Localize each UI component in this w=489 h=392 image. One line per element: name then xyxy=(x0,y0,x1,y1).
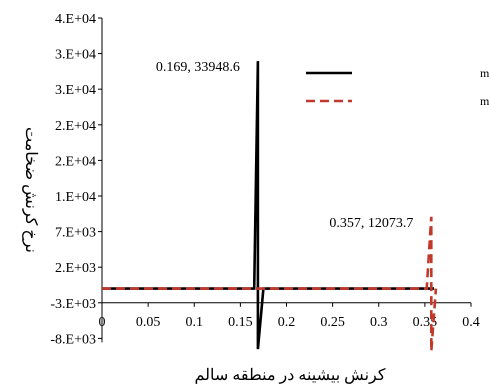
x-tick-label: 0.2 xyxy=(278,315,296,330)
data-label: 0.169, 33948.6 xyxy=(156,60,240,75)
y-tick-label: 2.E+04 xyxy=(55,119,96,134)
y-tick-label: 2.E+04 xyxy=(55,154,96,169)
x-tick-label: 0.15 xyxy=(228,315,253,330)
y-tick-label: 2.E+03 xyxy=(55,261,96,276)
legend-label: مسیر کرنش ۲۰۰×۲۰۰ mm xyxy=(480,94,489,108)
x-tick-label: 0 xyxy=(99,315,106,330)
y-tick-label: 3.E+04 xyxy=(55,83,96,98)
x-tick-label: 0.25 xyxy=(320,315,345,330)
legend-label: مسیر کرنش ۱۷۵×۲۰۰ mm xyxy=(480,66,489,80)
y-tick-label: 7.E+03 xyxy=(55,226,96,241)
y-tick-label: 1.E+04 xyxy=(55,190,96,205)
x-axis-title: کرنش بیشینه در منطقه سالم xyxy=(195,367,386,384)
data-label: 0.357, 12073.7 xyxy=(329,216,413,231)
y-tick-label: -3.E+03 xyxy=(50,297,96,312)
y-axis-title: نرخ کرنش ضخامت xyxy=(22,127,39,253)
y-tick-label: -8.E+03 xyxy=(50,332,96,347)
x-tick-label: 0.3 xyxy=(370,315,388,330)
series-line-200x200 xyxy=(102,216,438,352)
x-tick-label: 0.1 xyxy=(186,315,204,330)
y-tick-label: 3.E+04 xyxy=(55,48,96,63)
x-tick-label: 0.4 xyxy=(462,315,480,330)
x-tick-label: 0.05 xyxy=(136,315,161,330)
y-tick-label: 4.E+04 xyxy=(55,12,96,27)
series-line-175x200 xyxy=(102,61,435,350)
